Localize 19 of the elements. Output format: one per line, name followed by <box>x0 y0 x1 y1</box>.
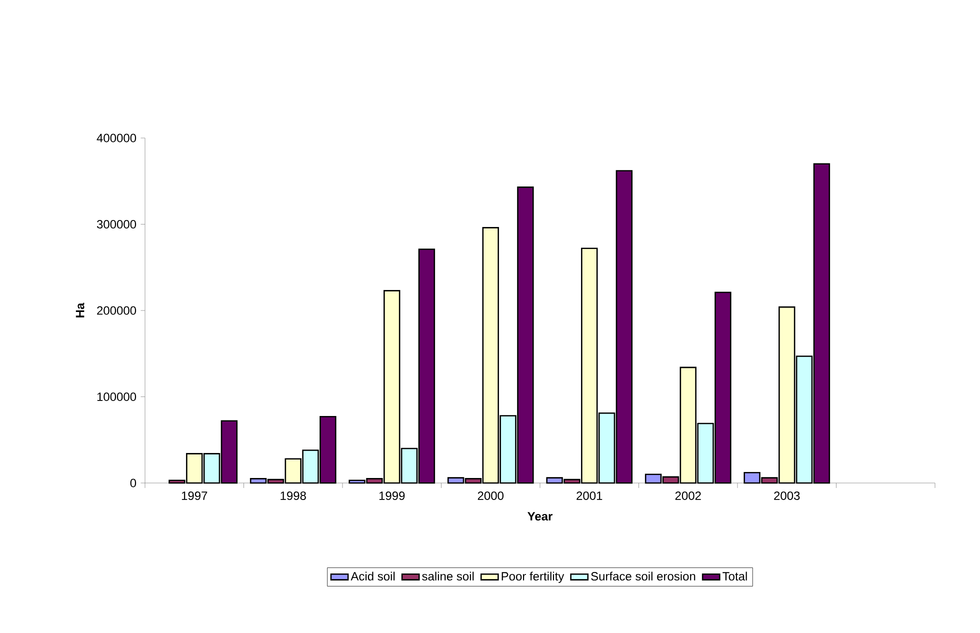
legend-label: Acid soil <box>350 572 395 581</box>
y-axis-title: Ha <box>76 302 84 318</box>
x-axis-title: Year <box>528 512 552 521</box>
y-tick-label: 400000 <box>96 134 136 142</box>
legend-label: Total <box>722 572 747 581</box>
x-tick-label: 1999 <box>379 491 405 500</box>
y-tick-label: 300000 <box>96 220 136 228</box>
legend-label: Surface soil erosion <box>591 572 696 581</box>
y-tick-label: 100000 <box>97 392 136 401</box>
legend-label: Poor fertility <box>502 572 564 583</box>
x-tick-label: 2002 <box>675 491 701 500</box>
x-tick-label: 2000 <box>478 491 504 500</box>
y-tick-label: 0 <box>130 478 136 488</box>
legend-label: saline soil <box>422 572 474 581</box>
x-tick-label: 1997 <box>182 491 208 500</box>
x-tick-label: 1998 <box>280 491 306 500</box>
y-tick-label: 200000 <box>97 306 136 315</box>
x-tick-label: 2003 <box>774 491 800 500</box>
x-tick-label: 2001 <box>576 491 602 500</box>
